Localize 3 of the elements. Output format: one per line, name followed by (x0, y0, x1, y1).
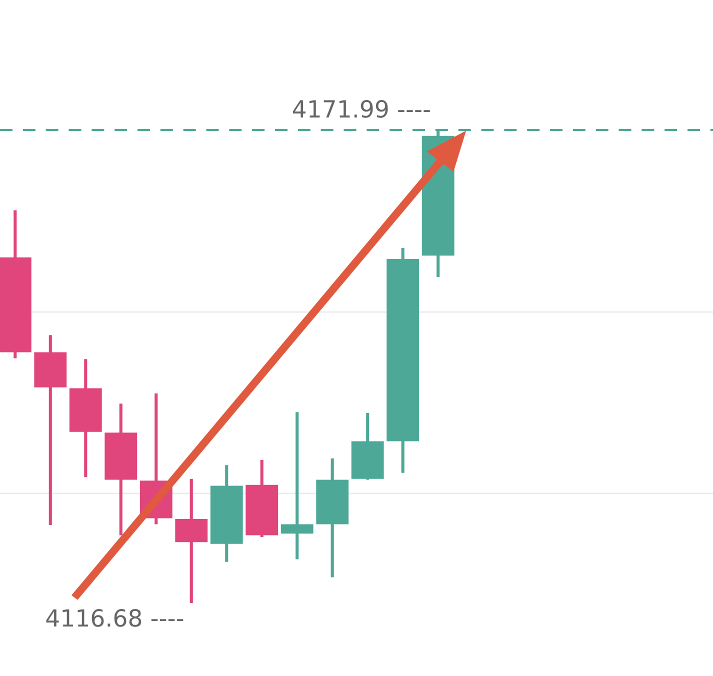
annotation: 4171.99 ---- (292, 100, 430, 118)
candlestick (280, 412, 314, 560)
annotation: 4116.68 ---- (46, 609, 184, 627)
